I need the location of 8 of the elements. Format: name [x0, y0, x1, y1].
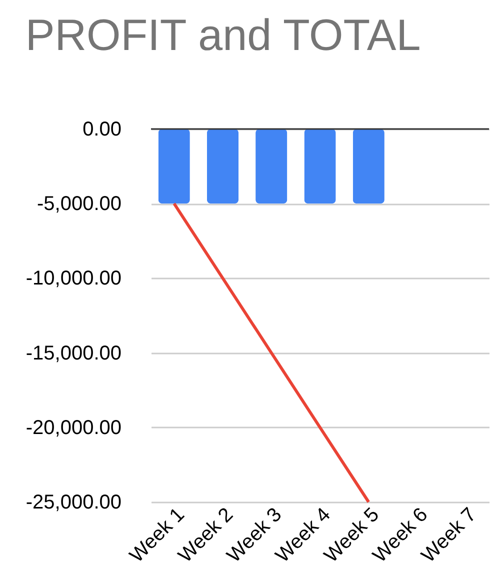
chart-title: PROFIT and TOTAL: [25, 11, 421, 60]
y-tick-label: -5,000.00: [36, 193, 122, 216]
y-tick-label: 0.00: [82, 118, 122, 140]
y-tick-label: -10,000.00: [26, 268, 122, 290]
y-tick-label: -20,000.00: [26, 416, 122, 439]
y-tick-label: -25,000.00: [26, 492, 122, 514]
y-tick-label: -15,000.00: [26, 342, 122, 364]
line-series: [172, 202, 370, 504]
